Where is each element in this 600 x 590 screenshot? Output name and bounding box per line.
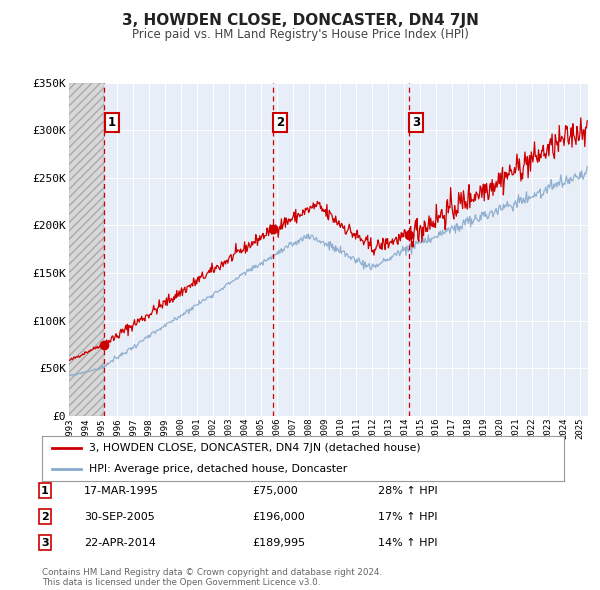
Text: 28% ↑ HPI: 28% ↑ HPI [378,486,437,496]
Text: 17% ↑ HPI: 17% ↑ HPI [378,512,437,522]
Text: 30-SEP-2005: 30-SEP-2005 [84,512,155,522]
Text: 14% ↑ HPI: 14% ↑ HPI [378,538,437,548]
Text: 3, HOWDEN CLOSE, DONCASTER, DN4 7JN: 3, HOWDEN CLOSE, DONCASTER, DN4 7JN [122,13,478,28]
Text: £189,995: £189,995 [252,538,305,548]
Text: 3: 3 [412,116,421,129]
Text: Price paid vs. HM Land Registry's House Price Index (HPI): Price paid vs. HM Land Registry's House … [131,28,469,41]
Bar [69,83,104,416]
Text: 17-MAR-1995: 17-MAR-1995 [84,486,159,496]
Text: 3: 3 [41,538,49,548]
Text: 1: 1 [41,486,49,496]
Text: 1: 1 [107,116,116,129]
Text: 2: 2 [41,512,49,522]
Text: £75,000: £75,000 [252,486,298,496]
Text: Contains HM Land Registry data © Crown copyright and database right 2024.
This d: Contains HM Land Registry data © Crown c… [42,568,382,587]
Text: 22-APR-2014: 22-APR-2014 [84,538,156,548]
Text: 3, HOWDEN CLOSE, DONCASTER, DN4 7JN (detached house): 3, HOWDEN CLOSE, DONCASTER, DN4 7JN (det… [89,443,421,453]
Text: £196,000: £196,000 [252,512,305,522]
Text: HPI: Average price, detached house, Doncaster: HPI: Average price, detached house, Donc… [89,464,347,474]
Text: 2: 2 [276,116,284,129]
